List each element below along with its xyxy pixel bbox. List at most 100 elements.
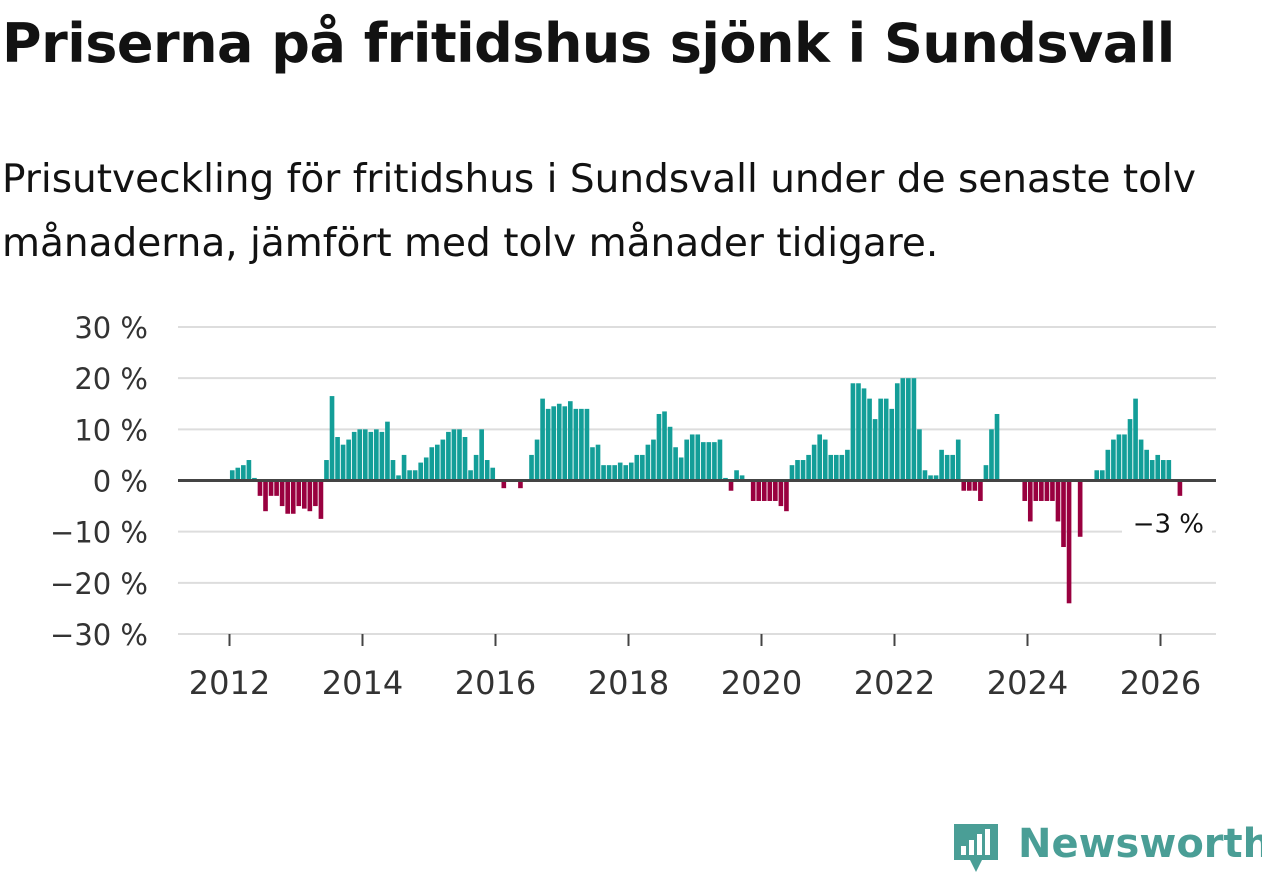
bar [484,460,490,481]
bar [290,480,296,514]
bar [1061,480,1066,548]
bar [795,460,800,481]
bar [1027,480,1033,522]
bar [590,447,595,481]
bar [556,403,562,481]
bar [750,480,756,501]
bar-chart-speech-bubble-icon [954,824,998,872]
y-tick-label: 0 % [93,465,148,499]
bar [933,475,939,481]
bar [789,465,795,481]
bar [1155,454,1161,481]
bar [1050,480,1055,501]
bar [451,429,457,481]
bar [584,408,590,481]
bar [612,465,617,481]
bar [440,439,446,481]
x-tick-label: 2012 [189,664,270,702]
bar [784,480,789,512]
bar [385,421,390,481]
bar [534,439,540,481]
x-tick-label: 2026 [1120,664,1201,702]
bar [545,408,551,481]
bar [479,429,484,481]
bar [324,460,329,481]
x-tick-label: 2024 [987,664,1068,702]
bar [900,378,906,481]
bar [1149,460,1155,481]
bar [268,480,274,496]
bar [656,413,662,481]
y-tick-label: −30 % [50,618,148,652]
bar [700,442,706,481]
bar [833,454,839,481]
bar [567,401,573,481]
bar [246,460,252,481]
bar [1177,480,1183,496]
gridlines [178,326,1216,635]
bar [1105,449,1111,481]
bar [1055,480,1061,522]
x-tick-label: 2016 [455,664,536,702]
bar [490,467,496,481]
bar [1094,470,1100,481]
bar [994,413,1000,481]
bar [678,457,684,481]
bar [623,465,629,481]
bar [928,475,933,481]
bar [407,470,412,481]
bar [800,460,806,481]
x-tick-label: 2014 [322,664,403,702]
x-tick-label: 2020 [721,664,802,702]
last-value-label: −3 % [1133,510,1204,540]
bar [806,454,811,481]
bar-series [229,378,1183,604]
bar [950,454,956,481]
bar [1099,470,1105,481]
bar [972,480,978,491]
bar [850,383,856,481]
bar [307,480,313,512]
y-tick-label: 20 % [74,362,148,396]
bar [712,442,717,481]
bar [1039,480,1044,501]
bar [878,398,883,481]
bar [728,480,734,491]
bar [473,454,479,481]
bar [628,462,634,481]
bar [241,465,246,481]
y-tick-label: −20 % [50,567,148,601]
bar [778,480,784,507]
bar [717,439,723,481]
bar [856,383,861,481]
bar [573,408,579,481]
bar [396,475,401,481]
bar [662,411,667,481]
bar [645,444,651,481]
bar [906,378,911,481]
bar [1111,439,1116,481]
bar [983,465,989,481]
bar [518,480,523,489]
bar [390,460,396,481]
bar [684,439,690,481]
bar [351,431,357,481]
annotation-background [1122,500,1212,539]
y-axis-labels: 30 % 20 % 10 % 0 % −10 % −20 % −30 % [50,311,148,652]
bar [939,449,944,481]
bar [274,480,279,496]
bar [640,454,645,481]
bar [429,447,435,481]
bar [318,480,324,519]
bar [1077,480,1083,537]
bar [418,462,424,481]
bar [1144,449,1149,481]
bar [346,439,351,481]
bar [335,437,340,481]
bar [706,442,712,481]
bar [861,388,867,481]
bar [761,480,767,501]
bar [340,444,346,481]
bar [579,408,584,481]
bar [989,429,994,481]
